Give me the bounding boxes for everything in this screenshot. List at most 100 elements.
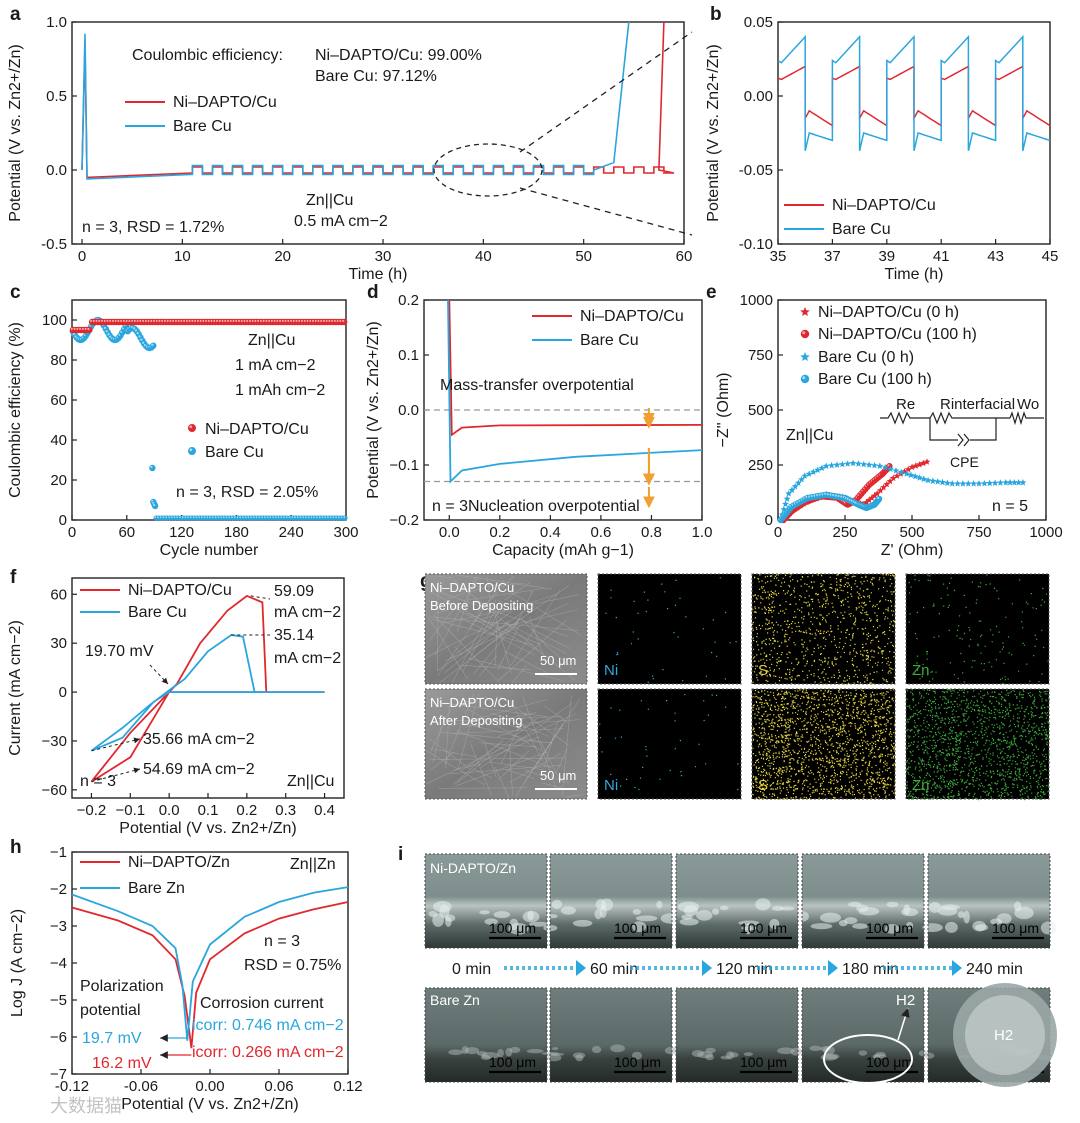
x-tick-label: 1000 (1029, 524, 1062, 541)
star-marker (794, 479, 802, 486)
legend-label: Ni–DAPTO/Cu (0 h) (818, 304, 959, 321)
sem-texture (495, 609, 578, 629)
eds-dots (752, 574, 896, 686)
circle-marker (151, 502, 159, 510)
legend-label: Bare Cu (100 h) (818, 371, 932, 388)
star-marker (929, 477, 937, 484)
deposit-highlight (741, 926, 758, 931)
marker-highlight (87, 327, 90, 331)
panel-a: a 0 10 20 30 40 50 60 -0.5 0.0 0.5 1.0 Time (h) Poten… (7, 4, 692, 283)
marker-highlight (192, 516, 195, 519)
star-marker (865, 496, 873, 504)
time-arrowhead (576, 960, 586, 976)
marker-highlight (184, 516, 187, 519)
legend-label: Bare Cu (173, 118, 232, 135)
star-marker (801, 472, 809, 479)
x-tick-label: 0.4 (540, 524, 561, 541)
y-tick-label: 60 (50, 392, 67, 409)
circle-marker (800, 329, 810, 339)
sem-texture (465, 712, 537, 728)
annotation: Zn||Cu (287, 773, 334, 790)
x-tick-label: 0.12 (333, 1078, 362, 1095)
deposit-highlight (719, 905, 729, 911)
marker-highlight (840, 495, 843, 498)
circle-marker (340, 318, 348, 326)
y-tick-label: 100 (42, 312, 67, 329)
image-border (905, 688, 1050, 800)
legend-label: Bare Cu (128, 604, 187, 621)
marker-highlight (151, 343, 154, 346)
surface-detail (743, 1052, 754, 1056)
annotation: 19.7 mV (82, 1030, 142, 1047)
sem-texture (544, 721, 559, 766)
x-tick-label: 120 (169, 524, 194, 541)
marker-highlight (187, 516, 190, 519)
panel-letter: e (706, 282, 717, 303)
x-tick-label: 37 (824, 248, 841, 265)
scale-label: 100 μm (614, 1054, 661, 1070)
sem-texture (429, 757, 567, 760)
star-marker (800, 307, 810, 316)
star-marker (889, 474, 897, 482)
marker-highlight (142, 341, 145, 344)
sem-texture (467, 588, 544, 601)
annotation: 16.2 mV (92, 1055, 152, 1072)
star-marker (844, 460, 852, 467)
image-border (751, 573, 896, 685)
x-tick-label: 20 (274, 248, 291, 265)
x-tick-label: 240 (279, 524, 304, 541)
y-tick-label: 0.0 (46, 162, 67, 179)
star-marker (805, 470, 813, 477)
sem-texture (437, 612, 482, 677)
star-marker (903, 470, 911, 477)
microscope-frame (550, 988, 672, 1082)
deposit-highlight (560, 906, 576, 915)
sem-texture (438, 591, 569, 637)
y-tick-label: 0 (765, 512, 773, 529)
sem-texture (449, 610, 513, 660)
series-line-bare-cu (447, 299, 703, 484)
deposit-highlight (852, 923, 868, 929)
sem-texture (483, 741, 497, 778)
marker-highlight (253, 516, 255, 519)
x-axis-label: Time (h) (885, 266, 944, 283)
marker-highlight (269, 516, 272, 519)
sem-texture (455, 751, 548, 787)
panel-letter: a (10, 4, 21, 25)
x-tick-label: 0.2 (489, 524, 510, 541)
circle-marker (188, 447, 196, 455)
y-tick-label: 60 (50, 586, 67, 603)
marker-highlight (244, 516, 247, 519)
sem-texture (540, 741, 561, 782)
marker-highlight (162, 516, 165, 519)
marker-highlight (307, 516, 310, 519)
deposit-highlight (527, 910, 534, 921)
x-tick-label: 43 (987, 248, 1004, 265)
deposit-highlight (572, 919, 593, 927)
marker-highlight (302, 516, 305, 519)
zoom-connector (519, 187, 693, 236)
marker-highlight (206, 516, 209, 519)
sem-texture (439, 731, 552, 744)
marker-highlight (294, 516, 296, 519)
marker-highlight (887, 464, 890, 467)
sem-texture (433, 614, 500, 684)
sem-texture (435, 606, 462, 614)
sem-texture (434, 576, 479, 656)
image-border (549, 853, 673, 949)
x-axis-label: Potential (V vs. Zn2+/Zn) (121, 1096, 298, 1113)
annotation: 35.66 mA cm−2 (143, 731, 255, 748)
x-tick-label: 60 (676, 248, 693, 265)
star-marker (860, 460, 868, 468)
sem-texture (430, 751, 455, 771)
sem-texture (450, 716, 562, 722)
marker-highlight (189, 448, 193, 452)
y-tick-label: -0.05 (739, 162, 773, 179)
star-marker (897, 468, 905, 476)
marker-highlight (220, 516, 222, 519)
sem-texture (497, 750, 530, 781)
deposit-highlight (493, 911, 511, 919)
panel-letter: i (398, 844, 403, 865)
marker-highlight (291, 516, 294, 519)
deposit-highlight (635, 915, 658, 922)
